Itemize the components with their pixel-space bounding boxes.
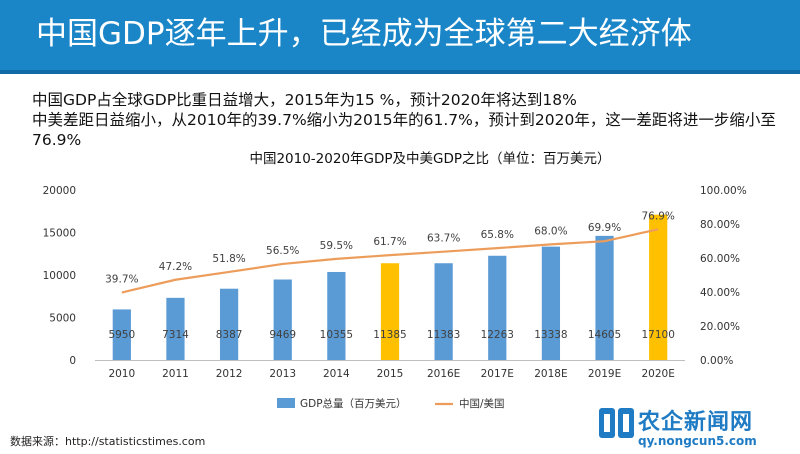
bar-value-label: 10355 (320, 329, 353, 341)
line-value-label: 65.8% (481, 229, 514, 241)
line-value-label: 59.5% (320, 240, 353, 252)
bar (434, 263, 453, 360)
legend-bar-swatch (277, 398, 295, 408)
bar (488, 255, 507, 360)
bar (327, 271, 346, 360)
x-tick-label: 2016E (427, 368, 460, 380)
legend-bar-label: GDP总量（百万美元） (300, 397, 407, 410)
line-value-label: 69.9% (588, 222, 621, 234)
line-value-label: 61.7% (373, 236, 406, 248)
bar (273, 279, 292, 360)
y-left-tick-label: 5000 (49, 313, 76, 325)
bar-value-label: 13338 (534, 329, 567, 341)
x-tick-label: 2020E (642, 368, 675, 380)
bar (595, 235, 614, 360)
watermark-logo-icon (599, 408, 634, 438)
summary-line-2: 中美差距日益缩小，从2010年的39.7%缩小为2015年的61.7%，预计到2… (32, 111, 776, 129)
line-value-label: 56.5% (266, 245, 299, 257)
x-tick-label: 2010 (108, 368, 135, 380)
bar (649, 214, 668, 360)
chart-title: 中国2010-2020年GDP及中美GDP之比（单位：百万美元） (249, 151, 610, 167)
bar-value-label: 8387 (216, 329, 243, 341)
y-right-tick-label: 60.00% (700, 253, 740, 265)
y-right-tick-label: 0.00% (700, 355, 733, 367)
x-tick-label: 2015 (377, 368, 404, 380)
bar-value-label: 11383 (427, 329, 460, 341)
line-value-label: 63.7% (427, 233, 460, 245)
bar-value-label: 14605 (588, 329, 621, 341)
x-tick-label: 2014 (323, 368, 350, 380)
line-value-label: 51.8% (212, 253, 245, 265)
bar-value-label: 12263 (481, 329, 514, 341)
watermark: 农企新闻网 qy.nongcun5.com (598, 402, 798, 452)
y-right-tick-label: 100.00% (700, 185, 747, 197)
watermark-url: qy.nongcun5.com (638, 434, 757, 448)
bar (112, 309, 131, 360)
y-right-tick-label: 40.00% (700, 287, 740, 299)
bar (541, 246, 561, 360)
bar (380, 263, 400, 360)
bar-value-label: 5950 (108, 329, 135, 341)
x-tick-label: 2019E (588, 368, 621, 380)
y-left-tick-label: 15000 (43, 228, 76, 240)
summary-line-3: 76.9% (32, 131, 82, 149)
ratio-line (121, 228, 659, 294)
x-tick-label: 2017E (481, 368, 514, 380)
banner-underline (0, 70, 800, 74)
bar-value-label: 9469 (269, 329, 296, 341)
x-tick-label: 2013 (269, 368, 296, 380)
bar-value-label: 7314 (162, 329, 189, 341)
y-right-tick-label: 20.00% (700, 321, 740, 333)
x-tick-label: 2012 (216, 368, 243, 380)
line-value-label: 39.7% (105, 274, 138, 286)
title-banner: 中国GDP逐年上升，已经成为全球第二大经济体 (0, 0, 800, 70)
y-left-tick-label: 10000 (43, 270, 76, 282)
x-tick-label: 2011 (162, 368, 189, 380)
y-left-tick-label: 0 (69, 355, 76, 367)
bar-value-label: 17100 (641, 329, 674, 341)
bar-value-label: 11385 (373, 329, 406, 341)
watermark-name: 农企新闻网 (638, 410, 754, 435)
y-right-tick-label: 80.00% (700, 219, 740, 231)
bar (219, 288, 239, 360)
x-tick-label: 2018E (534, 368, 567, 380)
bar (166, 297, 185, 360)
y-left-tick-label: 20000 (43, 185, 76, 197)
line-value-label: 76.9% (642, 210, 675, 222)
source-note: 数据来源：http://statisticstimes.com (10, 435, 206, 448)
line-value-label: 68.0% (534, 225, 567, 237)
page-title: 中国GDP逐年上升，已经成为全球第二大经济体 (36, 16, 692, 52)
line-value-label: 47.2% (159, 261, 192, 273)
summary-line-1: 中国GDP占全球GDP比重日益增大，2015年为15 %，预计2020年将达到1… (32, 91, 577, 109)
legend-line-label: 中国/美国 (459, 397, 505, 410)
